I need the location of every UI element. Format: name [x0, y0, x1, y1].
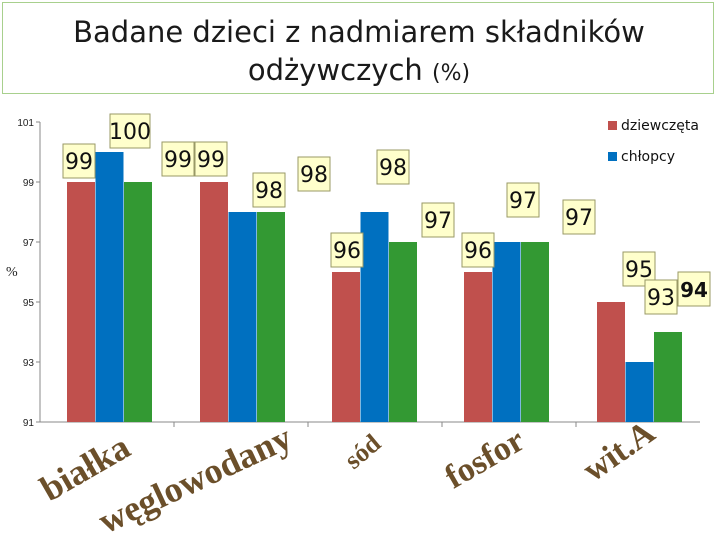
callout-box	[376, 149, 410, 185]
title-unit: (%)	[432, 61, 471, 86]
callout-box	[461, 232, 495, 268]
bar-series3-1	[257, 212, 285, 422]
callout-value: 99	[164, 148, 192, 173]
bar-chłopcy-3	[492, 242, 521, 422]
callout-box	[677, 271, 711, 307]
bar-chłopcy-1	[228, 212, 257, 422]
title-line-2: odżywczych (%)	[3, 51, 715, 93]
callout-box	[506, 182, 540, 218]
y-tick-label: 93	[23, 358, 35, 369]
callout-value: 99	[197, 148, 225, 173]
title-box: Badane dzieci z nadmiarem składników odż…	[2, 2, 714, 94]
callout-box	[62, 143, 96, 179]
category-label: sód	[339, 428, 387, 475]
callout-value: 97	[509, 189, 537, 214]
callout-box	[109, 113, 151, 149]
callout-box	[194, 141, 228, 177]
bar-dziewczęta-1	[200, 182, 228, 422]
legend-label: dziewczęta	[621, 118, 699, 134]
title-main: odżywczych	[247, 53, 423, 87]
callout-value: 97	[424, 209, 452, 234]
callout-value: 96	[464, 239, 492, 264]
y-tick-label: 99	[23, 178, 35, 189]
callout-value: 97	[565, 206, 593, 231]
callout-box	[421, 202, 455, 238]
callout-value: 98	[379, 156, 407, 181]
callout-value: 93	[647, 286, 675, 311]
bar-series3-3	[521, 242, 549, 422]
callout-value: 99	[65, 150, 93, 175]
y-tick-label: 95	[23, 298, 35, 309]
y-axis-label: %	[6, 265, 18, 280]
y-tick-label: 91	[23, 418, 35, 429]
bar-dziewczęta-3	[464, 272, 492, 422]
callout-box	[161, 141, 195, 177]
bar-chłopcy-0	[95, 152, 124, 422]
callout-value: 98	[300, 163, 328, 188]
callout-value: 94	[680, 278, 708, 302]
title-line-1: Badane dzieci z nadmiarem składników	[73, 15, 645, 49]
bar-chłopcy-4	[625, 362, 654, 422]
callout-value: 95	[625, 258, 653, 283]
bar-dziewczęta-0	[67, 182, 95, 422]
callout-value: 100	[109, 120, 151, 145]
callout-box	[330, 232, 364, 268]
y-tick-label: 101	[17, 118, 34, 129]
category-label: fosfor	[439, 422, 531, 497]
bar-chłopcy-2	[360, 212, 389, 422]
bar-dziewczęta-4	[597, 302, 625, 422]
bar-series3-2	[389, 242, 417, 422]
bar-dziewczęta-2	[332, 272, 360, 422]
legend-swatch	[608, 152, 617, 161]
callout-box	[562, 199, 596, 235]
legend-swatch	[608, 121, 617, 130]
callout-value: 96	[333, 239, 361, 264]
bar-series3-4	[654, 332, 682, 422]
callout-box	[644, 279, 678, 315]
legend-label: chłopcy	[621, 149, 675, 165]
y-tick-label: 97	[23, 238, 35, 249]
bar-series3-0	[124, 182, 152, 422]
category-label: węglowodany	[92, 417, 297, 540]
callout-box	[297, 156, 331, 192]
callout-value: 98	[255, 179, 283, 204]
category-label: wit.A	[576, 414, 662, 490]
callout-box	[252, 172, 286, 208]
chart-title: Badane dzieci z nadmiarem składników odż…	[3, 13, 715, 93]
